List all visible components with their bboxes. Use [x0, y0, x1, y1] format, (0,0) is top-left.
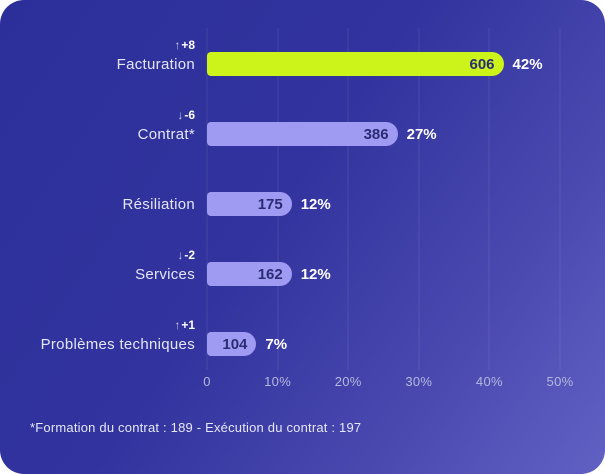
bar-area: 606 42% [207, 52, 560, 76]
bar-value: 606 [469, 55, 495, 73]
trend-badge: ↓-6 [177, 108, 195, 122]
category-label: Contrat* [137, 125, 195, 143]
gridline [418, 28, 420, 370]
category-row: ↑+8 Facturation 606 42% [0, 29, 605, 99]
bar-percent: 7% [265, 335, 288, 353]
category-label: Résiliation [122, 195, 195, 213]
value-bar: 162 [207, 262, 292, 286]
value-bar: 104 [207, 332, 257, 356]
trend-badge: ↑+1 [174, 318, 195, 332]
trend-delta: -6 [184, 107, 195, 122]
chart-rows: ↑+8 Facturation 606 42% ↓-6 Contrat* 386… [0, 29, 605, 379]
trend-delta: +1 [181, 317, 195, 332]
axis-tick: 30% [405, 374, 433, 389]
axis-tick: 40% [475, 374, 503, 389]
value-bar: 386 [207, 122, 398, 146]
bar-value: 175 [257, 195, 283, 213]
arrow-down-icon: ↓ [177, 107, 184, 122]
bar-value: 162 [257, 265, 283, 283]
trend-delta: +8 [181, 37, 195, 52]
category-label-block: ↓-2 Services [0, 248, 207, 284]
bar-value: 386 [363, 125, 389, 143]
bar-area: 175 12% [207, 192, 560, 216]
bar-area: 104 7% [207, 332, 560, 356]
category-label-block: Résiliation [0, 195, 207, 214]
axis-tick: 50% [546, 374, 574, 389]
gridline [559, 28, 561, 370]
trend-badge: ↑+8 [174, 38, 195, 52]
bar-area: 386 27% [207, 122, 560, 146]
category-label: Services [135, 265, 195, 283]
bar-percent: 12% [300, 195, 331, 213]
x-axis: 0 10% 20% 30% 40% 50% [203, 374, 573, 392]
category-row: ↑+1 Problèmes techniques 104 7% [0, 309, 605, 379]
arrow-down-icon: ↓ [177, 247, 184, 262]
gridline [488, 28, 490, 370]
category-label-block: ↑+8 Facturation [0, 38, 207, 74]
axis-tick: 10% [264, 374, 292, 389]
bar-percent: 27% [406, 125, 437, 143]
arrow-up-icon: ↑ [174, 317, 181, 332]
chart-footnote: *Formation du contrat : 189 - Exécution … [30, 420, 362, 435]
value-bar: 175 [207, 192, 292, 216]
bar-value: 104 [222, 335, 248, 353]
category-row: ↓-2 Services 162 12% [0, 239, 605, 309]
category-label-block: ↓-6 Contrat* [0, 108, 207, 144]
trend-badge: ↓-2 [177, 248, 195, 262]
axis-tick: 0 [203, 374, 211, 389]
category-row: ↓-6 Contrat* 386 27% [0, 99, 605, 169]
value-bar: 606 [207, 52, 504, 76]
bar-percent: 12% [300, 265, 331, 283]
category-label: Problèmes techniques [40, 335, 195, 353]
gridline [347, 28, 349, 370]
category-row: Résiliation 175 12% [0, 169, 605, 239]
arrow-up-icon: ↑ [174, 37, 181, 52]
bar-percent: 42% [512, 55, 543, 73]
axis-tick: 20% [334, 374, 362, 389]
category-label: Facturation [116, 55, 195, 73]
trend-delta: -2 [184, 247, 195, 262]
bar-area: 162 12% [207, 262, 560, 286]
category-label-block: ↑+1 Problèmes techniques [0, 318, 207, 354]
